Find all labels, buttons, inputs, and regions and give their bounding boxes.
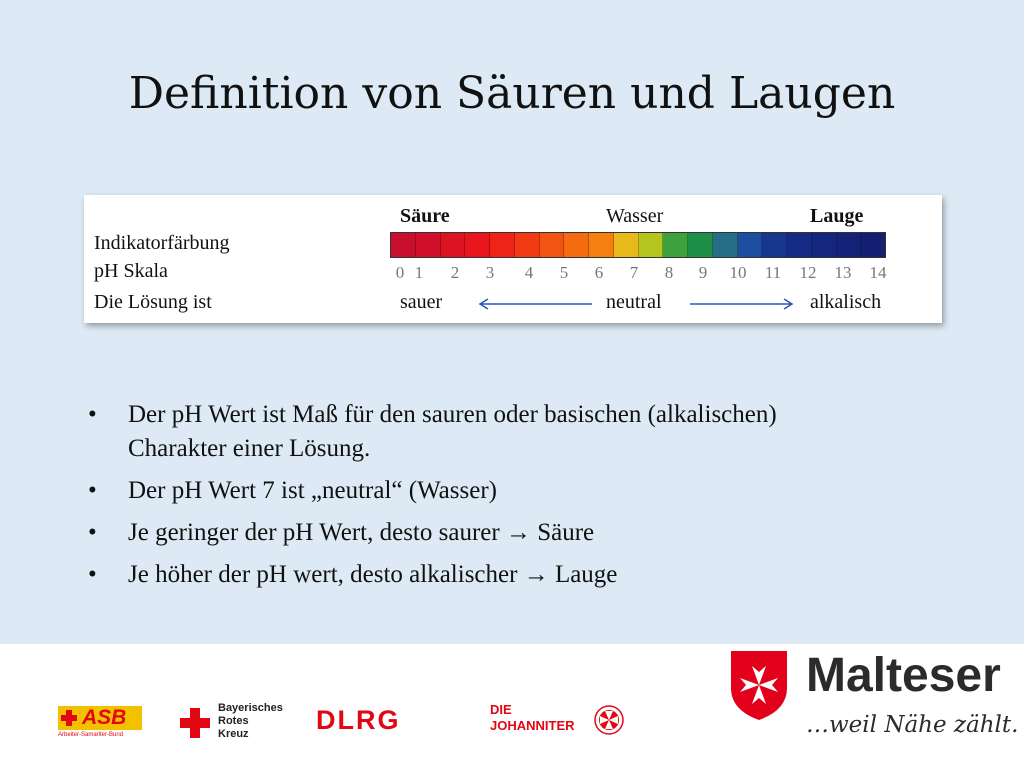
ph-tick-label: 10 bbox=[729, 263, 747, 282]
dlrg-logo: DLRG bbox=[316, 705, 401, 735]
slide-title: Definition von Säuren und Laugen bbox=[128, 68, 896, 119]
status-neutral: neutral bbox=[606, 291, 662, 313]
ph-tick-label: 12 bbox=[799, 263, 817, 282]
brk-line1: Bayerisches bbox=[218, 702, 283, 714]
bullet-item: Der pH Wert ist Maß für den sauren oder … bbox=[88, 398, 848, 466]
color-segment bbox=[415, 233, 441, 257]
color-segment bbox=[663, 233, 688, 257]
row-label-ph: pH Skala bbox=[94, 260, 168, 282]
color-segment bbox=[787, 233, 812, 257]
malteser-name: Malteser bbox=[806, 649, 1001, 702]
asb-subtitle: Arbeiter-Samariter-Bund bbox=[58, 732, 124, 738]
asb-name: ASB bbox=[82, 706, 127, 729]
ph-scale-table: Säure Wasser Lauge Indikatorfärbung pH S… bbox=[84, 195, 942, 323]
color-segment bbox=[589, 233, 614, 257]
color-segment bbox=[391, 233, 416, 257]
asb-logo: ASB Arbeiter-Samariter-Bund bbox=[58, 704, 148, 744]
color-segment bbox=[811, 233, 837, 257]
bullet-list: Der pH Wert ist Maß für den sauren oder … bbox=[88, 398, 848, 600]
color-segment bbox=[638, 233, 664, 257]
brk-line3: Kreuz bbox=[218, 728, 249, 740]
ph-tick-label: 11 bbox=[764, 263, 782, 282]
color-segment bbox=[762, 233, 787, 257]
ph-scale-ticks: 0 1 2 3 4 5 6 7 8 9 10 11 12 13 14 bbox=[390, 263, 900, 285]
color-segment bbox=[539, 233, 565, 257]
ph-tick-label: 8 bbox=[664, 263, 674, 282]
color-segment bbox=[564, 233, 589, 257]
header-base: Lauge bbox=[810, 205, 864, 227]
color-segment bbox=[440, 233, 466, 257]
color-segment bbox=[836, 233, 862, 257]
ph-tick-label: 4 bbox=[524, 263, 534, 282]
header-water: Wasser bbox=[606, 205, 664, 227]
brk-logo: Bayerisches Rotes Kreuz bbox=[180, 702, 290, 742]
ph-tick-label: 3 bbox=[485, 263, 495, 282]
ph-tick-label: 14 bbox=[869, 263, 887, 282]
indicator-color-bar bbox=[390, 232, 886, 258]
johanniter-line1: DIE bbox=[490, 702, 512, 717]
asb-cross-icon bbox=[58, 706, 142, 730]
red-cross-icon bbox=[180, 708, 210, 738]
malteser-shield-icon bbox=[731, 651, 787, 720]
right-arrow-icon bbox=[690, 298, 794, 310]
bullet-item: Je geringer der pH Wert, desto saurer → … bbox=[88, 516, 848, 550]
bullet-item: Der pH Wert 7 ist „neutral“ (Wasser) bbox=[88, 474, 848, 508]
ph-tick-label: 9 bbox=[698, 263, 708, 282]
color-segment bbox=[861, 233, 885, 257]
left-arrow-icon bbox=[478, 298, 592, 310]
ph-tick-label: 2 bbox=[450, 263, 460, 282]
ph-tick-label: 0 bbox=[395, 263, 405, 282]
row-label-indicator: Indikatorfärbung bbox=[94, 232, 230, 254]
status-acid: sauer bbox=[400, 291, 443, 313]
color-segment bbox=[712, 233, 738, 257]
ph-tick-label: 13 bbox=[834, 263, 852, 282]
johanniter-logo: DIE JOHANNITER bbox=[490, 702, 630, 742]
color-segment bbox=[514, 233, 540, 257]
malteser-slogan: …weil Nähe zählt. bbox=[806, 712, 1019, 738]
ph-tick-label: 6 bbox=[594, 263, 604, 282]
header-acid: Säure bbox=[400, 205, 450, 227]
ph-tick-label: 7 bbox=[629, 263, 639, 282]
bullet-item: Je höher der pH wert, desto alkalischer … bbox=[88, 558, 848, 592]
row-label-solution: Die Lösung ist bbox=[94, 291, 212, 313]
status-base: alkalisch bbox=[810, 291, 882, 313]
ph-tick-label: 1 bbox=[414, 263, 424, 282]
footer-logo-bar: ASB Arbeiter-Samariter-Bund Bayerisches … bbox=[0, 644, 1024, 768]
color-segment bbox=[688, 233, 713, 257]
ph-tick-label: 5 bbox=[559, 263, 569, 282]
color-segment bbox=[465, 233, 490, 257]
color-segment bbox=[737, 233, 763, 257]
johanniter-cross-icon bbox=[594, 705, 624, 735]
color-segment bbox=[490, 233, 515, 257]
brk-line2: Rotes bbox=[218, 715, 249, 727]
color-segment bbox=[613, 233, 639, 257]
johanniter-line2: JOHANNITER bbox=[490, 718, 575, 733]
